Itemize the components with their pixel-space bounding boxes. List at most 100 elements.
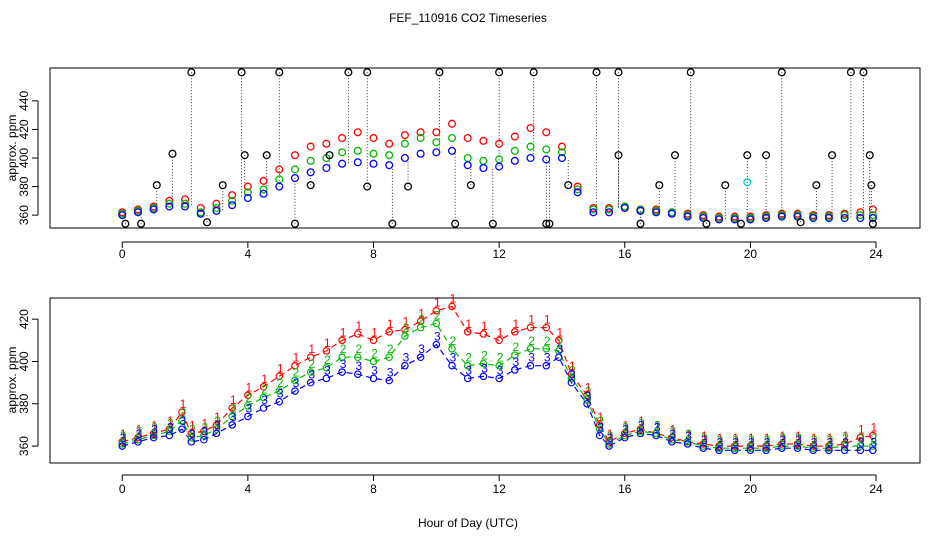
series-3-point xyxy=(322,163,331,173)
series-1-point xyxy=(526,323,535,332)
series-1-marker-label: 1 xyxy=(434,296,441,310)
series-3-marker-label: 3 xyxy=(871,435,878,449)
series-2-line xyxy=(122,322,873,449)
series-4-point xyxy=(614,68,623,77)
series-1-point xyxy=(809,442,818,450)
x-axis-label: Hour of Day (UTC) xyxy=(418,516,518,530)
series-3-marker-label: 3 xyxy=(355,359,362,373)
series-3-point xyxy=(228,201,237,210)
series-3-point xyxy=(652,208,661,217)
series-3-marker-label: 3 xyxy=(748,435,755,449)
series-4-point xyxy=(290,219,300,228)
series-1-marker-label: 1 xyxy=(622,418,629,432)
series-3-point xyxy=(479,163,488,173)
series-3-point xyxy=(244,412,252,421)
series-4-point xyxy=(202,218,212,227)
series-1-point xyxy=(369,336,378,345)
x-tick-label: 24 xyxy=(869,482,883,496)
series-3-point xyxy=(290,173,300,183)
series-1-marker-label: 1 xyxy=(261,372,268,386)
series-3-point xyxy=(385,161,394,170)
series-2-point xyxy=(573,185,582,194)
series-3-marker-label: 3 xyxy=(544,351,551,365)
series-2-marker-label: 2 xyxy=(189,423,196,437)
series-3-marker-label: 3 xyxy=(136,427,143,441)
series-3-point xyxy=(605,208,614,217)
series-2-point xyxy=(149,431,158,440)
series-2-point xyxy=(589,205,598,214)
series-1-point xyxy=(353,128,362,137)
series-1-point xyxy=(595,421,604,429)
series-3-marker-label: 3 xyxy=(167,421,174,435)
series-2-point xyxy=(338,148,347,157)
series-1-point xyxy=(636,425,645,433)
series-3-point xyxy=(463,374,472,383)
series-1-point xyxy=(746,442,755,450)
series-3-point xyxy=(118,211,127,220)
series-3-marker-label: 3 xyxy=(701,433,708,447)
series-1-point xyxy=(447,119,457,128)
series-2-marker-label: 2 xyxy=(607,429,614,443)
series-3-marker-label: 3 xyxy=(717,435,724,449)
series-1-marker-label: 1 xyxy=(324,336,331,350)
x-tick-label: 16 xyxy=(618,247,632,261)
series-2-marker-label: 2 xyxy=(842,431,849,445)
series-3-point xyxy=(178,425,186,433)
series-2-point xyxy=(228,196,237,205)
series-4-point xyxy=(686,68,695,77)
series-1-point xyxy=(868,205,877,214)
series-3-point xyxy=(856,213,865,223)
series-2-point xyxy=(228,412,236,421)
series-2-point xyxy=(385,353,394,362)
series-2-marker-label: 2 xyxy=(544,334,551,348)
series-2-point xyxy=(181,199,190,208)
series-2-marker-label: 2 xyxy=(180,406,187,420)
series-2-point xyxy=(338,353,346,362)
series-3-point xyxy=(353,158,362,167)
series-1-point xyxy=(825,442,833,450)
series-3-marker-label: 3 xyxy=(585,389,592,403)
series-2-marker-label: 2 xyxy=(136,425,143,439)
series-3-point xyxy=(652,431,660,440)
series-2-marker-label: 2 xyxy=(556,336,563,350)
series-1-point xyxy=(196,203,205,213)
series-1-point xyxy=(385,328,394,336)
series-3-marker-label: 3 xyxy=(120,431,127,445)
series-4-point xyxy=(702,219,711,228)
series-3-point xyxy=(762,213,771,223)
series-3-point xyxy=(448,361,456,370)
series-1-point xyxy=(762,442,770,450)
series-3-point xyxy=(275,397,284,406)
series-2-point xyxy=(400,139,409,148)
series-1-point xyxy=(778,440,786,448)
series-3-point xyxy=(165,431,174,440)
series-4-point xyxy=(777,68,786,77)
series-2-point xyxy=(542,145,551,154)
series-2-point xyxy=(401,332,409,340)
series-4-point xyxy=(237,68,246,77)
series-2-marker-label: 2 xyxy=(528,334,535,348)
series-2-point xyxy=(432,138,441,147)
series-4-point xyxy=(137,219,146,228)
series-3-point xyxy=(181,202,190,211)
series-3-marker-label: 3 xyxy=(685,429,692,443)
series-3-marker-label: 3 xyxy=(597,421,604,435)
series-2-point xyxy=(809,444,818,452)
series-3-marker-label: 3 xyxy=(371,363,378,377)
series-3-point xyxy=(133,208,142,217)
series-3-marker-label: 3 xyxy=(528,351,535,365)
series-2-marker-label: 2 xyxy=(120,429,127,443)
series-2-marker-label: 2 xyxy=(450,334,457,348)
series-2-point xyxy=(259,185,268,194)
top-panel: 0 4 8 12 16 20 24 360 380 400 420 440 approx. ppm xyxy=(5,67,921,261)
series-2-marker-label: 2 xyxy=(685,427,692,441)
series-3-point xyxy=(416,149,425,158)
series-3-point xyxy=(605,442,613,450)
series-4-point xyxy=(542,219,551,228)
y-tick-label: 360 xyxy=(17,436,31,456)
series-2-marker-label: 2 xyxy=(569,363,576,377)
series-1-marker-label: 1 xyxy=(512,317,519,331)
series-2-marker-label: 2 xyxy=(151,421,158,435)
series-1-marker-label: 1 xyxy=(827,431,834,445)
